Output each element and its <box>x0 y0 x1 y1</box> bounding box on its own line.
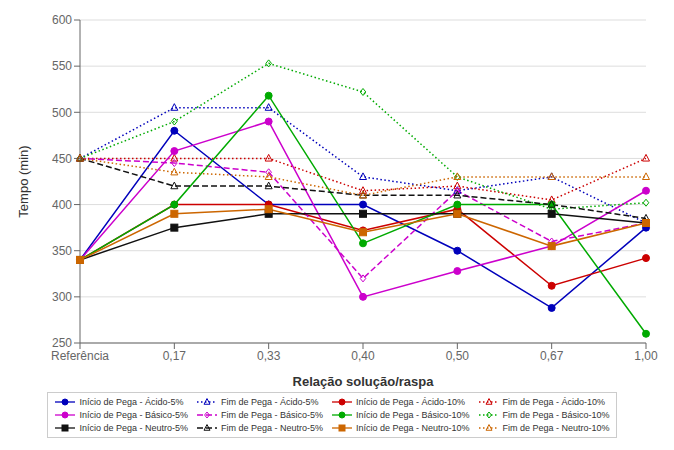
html-text:Início de Pega - Neutro-10%: Início de Pega - Neutro-10% <box>356 423 470 433</box>
svg-text:Tempo (min): Tempo (min) <box>16 145 31 217</box>
html-text:Fim de Pega - Ácido-10%: Fim de Pega - Ácido-10% <box>502 397 606 407</box>
html-text:Início de Pega - Ácido-5%: Início de Pega - Ácido-5% <box>79 397 184 407</box>
svg-text:550: 550 <box>52 59 72 73</box>
html-text:Fim de Pega - Básico-5%: Fim de Pega - Básico-5% <box>220 410 323 420</box>
svg-text:0,40: 0,40 <box>351 349 375 363</box>
html-text:Início de Pega - Ácido-10%: Início de Pega - Ácido-10% <box>356 397 466 407</box>
svg-text:0,17: 0,17 <box>163 349 187 363</box>
svg-text:400: 400 <box>52 198 72 212</box>
svg-text:Relação solução/raspa: Relação solução/raspa <box>293 374 435 389</box>
svg-text:600: 600 <box>52 13 72 27</box>
svg-text:0,33: 0,33 <box>257 349 281 363</box>
html-text:Fim de Pega - Básico-10%: Fim de Pega - Básico-10% <box>502 410 610 420</box>
svg-text:Referência: Referência <box>51 349 109 363</box>
svg-text:450: 450 <box>52 152 72 166</box>
html-text:Fim de Pega - Neutro-10%: Fim de Pega - Neutro-10% <box>502 423 610 433</box>
svg-text:250: 250 <box>52 336 72 350</box>
svg-text:500: 500 <box>52 106 72 120</box>
html-text:Início de Pega - Básico-10%: Início de Pega - Básico-10% <box>356 410 470 420</box>
html-text:Início de Pega - Básico-5%: Início de Pega - Básico-5% <box>79 410 188 420</box>
svg-text:300: 300 <box>52 290 72 304</box>
html-text:Fim de Pega - Neutro-5%: Fim de Pega - Neutro-5% <box>220 423 323 433</box>
html-text:Fim de Pega - Ácido-5%: Fim de Pega - Ácido-5% <box>220 397 319 407</box>
svg-text:1,00: 1,00 <box>634 349 658 363</box>
html-text:Início de Pega - Neutro-5%: Início de Pega - Neutro-5% <box>79 423 188 433</box>
svg-text:0,67: 0,67 <box>540 349 564 363</box>
svg-text:350: 350 <box>52 244 72 258</box>
svg-text:0,50: 0,50 <box>446 349 470 363</box>
